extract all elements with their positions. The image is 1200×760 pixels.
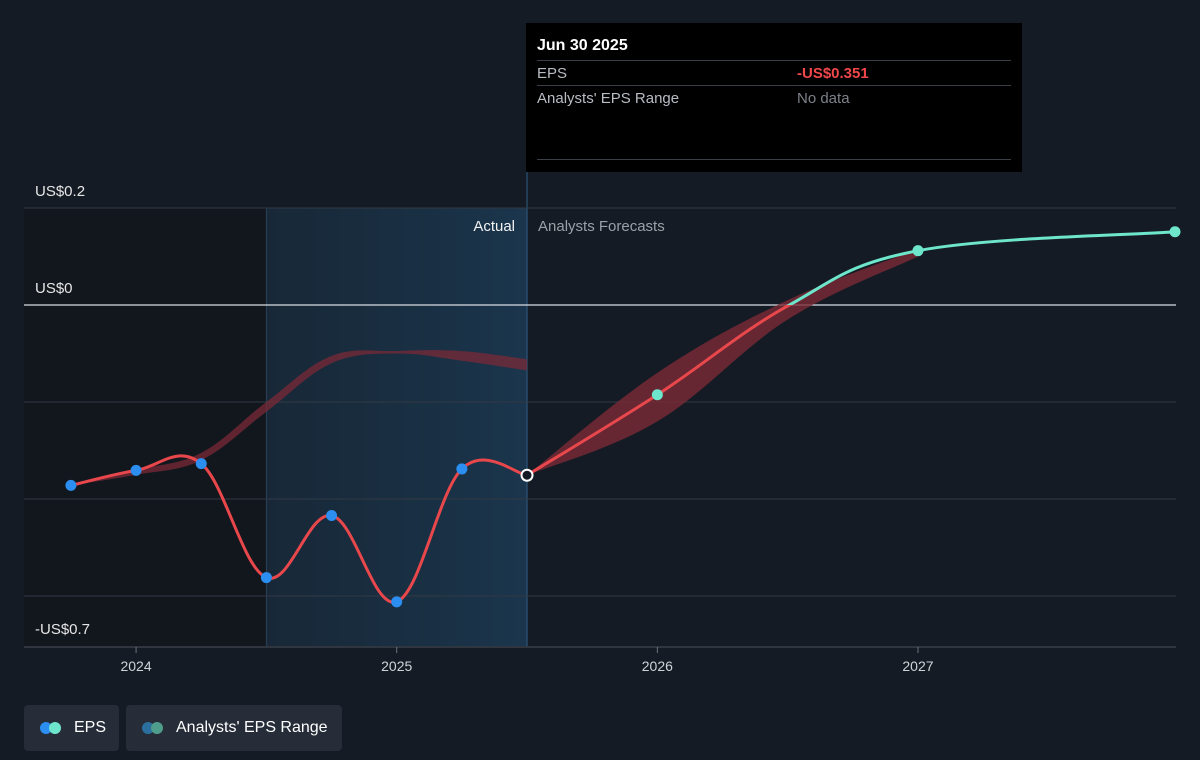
actual-eps-line xyxy=(69,454,529,604)
tooltip-row-range: Analysts' EPS Range No data xyxy=(537,85,1011,111)
actual-eps-point xyxy=(130,464,142,476)
y-tick-label: US$0.2 xyxy=(35,183,85,200)
shaded-region xyxy=(266,208,528,646)
tooltip: Jun 30 2025 EPS -US$0.351 Analysts' EPS … xyxy=(526,23,1022,172)
past-background xyxy=(24,208,267,646)
tooltip-eps-value: -US$0.351 xyxy=(797,65,869,82)
x-tick-label: 2024 xyxy=(120,658,151,674)
actual-eps-point xyxy=(260,572,272,584)
legend-eps-dot-2 xyxy=(49,722,61,734)
y-tick-label: US$0 xyxy=(35,280,73,297)
forecast-eps-line-positive xyxy=(786,230,1177,305)
tooltip-eps-label: EPS xyxy=(537,65,568,82)
actual-label: Actual xyxy=(473,218,515,235)
actual-eps-point-latest xyxy=(520,468,534,482)
forecast-eps-point xyxy=(912,245,924,257)
legend-eps-label: EPS xyxy=(74,719,107,736)
legend-range-dot-2 xyxy=(151,722,163,734)
forecast-label: Analysts Forecasts xyxy=(538,218,665,235)
legend-range-label: Analysts' EPS Range xyxy=(176,719,328,736)
x-tick-label: 2026 xyxy=(642,658,673,674)
legend-item-range[interactable]: Analysts' EPS Range xyxy=(126,705,342,751)
y-tick-label: -US$0.7 xyxy=(35,621,90,638)
x-tick-label: 2027 xyxy=(902,658,933,674)
forecast-eps-line-negative xyxy=(526,305,793,477)
forecast-eps-point xyxy=(1169,226,1181,238)
tooltip-date: Jun 30 2025 xyxy=(537,37,628,54)
actual-eps-point xyxy=(391,596,403,608)
legend-range-swatch xyxy=(142,722,166,734)
forecast-eps-point xyxy=(651,389,663,401)
actual-eps-point xyxy=(195,458,207,470)
actual-eps-point xyxy=(456,463,468,475)
tooltip-divider xyxy=(537,159,1011,160)
actual-eps-point xyxy=(65,479,77,491)
tooltip-range-label: Analysts' EPS Range xyxy=(537,90,680,107)
tooltip-range-value: No data xyxy=(797,90,850,107)
past-estimate-band xyxy=(70,350,528,486)
actual-eps-point xyxy=(326,509,338,521)
legend-item-eps[interactable]: EPS xyxy=(24,705,119,751)
x-tick-label: 2025 xyxy=(381,658,412,674)
tooltip-row-eps: EPS -US$0.351 xyxy=(537,60,1011,86)
forecast-range-band xyxy=(527,249,918,476)
legend-eps-swatch xyxy=(40,722,64,734)
